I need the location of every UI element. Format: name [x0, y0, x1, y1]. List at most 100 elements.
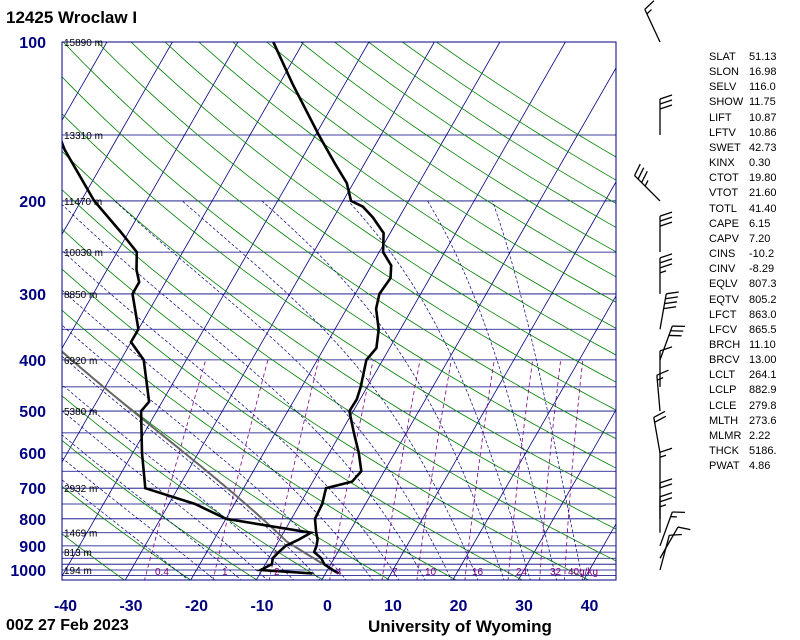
index-value: 805.2 [749, 293, 777, 306]
barb-staff [659, 526, 679, 559]
index-label: CINV [709, 263, 736, 276]
mixing-ratio-label: 16 [472, 567, 484, 578]
barb-half-flag [659, 504, 667, 508]
dry-adiabat [62, 533, 126, 580]
mixing-ratio-label: 7 [392, 567, 398, 578]
moist-adiabat [114, 200, 452, 580]
index-label: BRCV [709, 354, 740, 367]
wind-barb [659, 533, 682, 571]
diagram-grid [0, 42, 616, 581]
mixing-ratio-line [464, 359, 495, 580]
dry-adiabat [62, 351, 391, 580]
wind-barb [659, 291, 679, 330]
index-label: LFCT [709, 308, 737, 321]
mixing-ratio-line [144, 359, 207, 580]
barb-flag [654, 415, 667, 423]
index-value: 11.75 [749, 96, 776, 109]
index-value: 273.6 [749, 414, 777, 427]
isotherm-line [583, 523, 616, 580]
index-label: LCLT [709, 369, 736, 382]
barb-flag [641, 170, 648, 183]
index-label: EQTV [709, 293, 739, 306]
mixing-ratio-label: 4 [336, 567, 342, 578]
source-credit: University of Wyoming [368, 617, 552, 636]
isotherm-line [62, 42, 108, 121]
index-value: 10.87 [749, 111, 777, 124]
index-label: LIFT [709, 111, 732, 124]
barb-staff [659, 325, 673, 361]
barb-flag [633, 163, 641, 176]
moist-adiabat [62, 289, 374, 580]
index-row: LIFT 10.87 [709, 111, 797, 126]
wind-barb-column [633, 0, 691, 571]
barb-flag [659, 447, 673, 453]
index-row: LCLE 279.8 [709, 399, 797, 414]
barb-flag [637, 167, 645, 180]
index-label: SLAT [709, 51, 736, 63]
dry-adiabat [62, 228, 590, 580]
barb-flag [659, 104, 673, 110]
index-value: 16.98 [749, 66, 777, 79]
mixing-ratio-label: 32 [550, 567, 562, 578]
wind-barb [659, 94, 673, 135]
moist-adiabat [62, 434, 242, 580]
barb-flag [665, 296, 678, 300]
isotherm-line [0, 42, 41, 581]
wind-barb [659, 253, 673, 294]
index-label: CINS [709, 248, 736, 261]
temperature-tick-label: -20 [185, 598, 208, 615]
wind-barb [656, 369, 669, 412]
barb-staff [653, 417, 661, 453]
barb-flag [669, 533, 682, 536]
index-row: LCLT 264.1 [709, 368, 797, 383]
dry-adiabat [232, 42, 616, 303]
plot-frame [61, 41, 617, 581]
index-label: TOTL [709, 202, 737, 215]
index-row: LFTV 10.86 [709, 126, 797, 141]
barb-half-flag [646, 9, 652, 15]
index-label: SWET [709, 141, 741, 154]
index-value: 882.9 [749, 384, 777, 397]
moist-adiabat [182, 200, 479, 580]
isotherm-line [62, 42, 239, 350]
mixing-ratio-line [381, 359, 421, 580]
index-value: 6.15 [749, 217, 771, 230]
barb-flag [644, 0, 655, 10]
index-value: 116.0 [749, 81, 776, 94]
isotherm-line [62, 42, 304, 463]
index-row: SELV 116.0 [709, 80, 797, 95]
index-row: CINS -10.2 [709, 247, 797, 262]
index-value: 19.80 [749, 172, 777, 185]
wind-barb [633, 163, 661, 202]
pressure-tick-label: 500 [19, 404, 46, 421]
index-row: BRCV 13.00 [709, 353, 797, 368]
height-label: 11470 m [64, 197, 102, 208]
mixing-ratio-line [329, 359, 374, 580]
barb-flag [659, 492, 673, 498]
wind-barb [659, 492, 673, 533]
index-label: MLMR [709, 429, 742, 442]
index-row: SLAT 51.13 [709, 50, 797, 65]
index-value: 51.13 [749, 51, 777, 63]
barb-flag [677, 526, 691, 531]
height-label: 1469 m [64, 529, 97, 540]
dry-adiabat [62, 189, 616, 562]
index-value: 0.30 [749, 157, 771, 170]
moist-adiabat [62, 355, 321, 580]
index-value: 41.40 [749, 202, 777, 215]
observation-time: 00Z 27 Feb 2023 [6, 617, 129, 634]
dry-adiabat [62, 395, 325, 580]
isotherm-line [190, 42, 501, 580]
temperature-tick-label: 40 [581, 598, 599, 615]
mixing-ratio-label: 24 [516, 567, 528, 578]
barb-staff [644, 9, 661, 43]
barb-staff [659, 293, 667, 330]
barb-flag [666, 291, 679, 295]
pressure-tick-label: 100 [19, 35, 46, 52]
index-row: MLTH 273.6 [709, 414, 797, 429]
pressure-tick-label: 800 [19, 512, 46, 529]
barb-staff [659, 535, 670, 571]
barb-half-flag [659, 270, 667, 274]
pressure-tick-label: 600 [19, 446, 46, 463]
